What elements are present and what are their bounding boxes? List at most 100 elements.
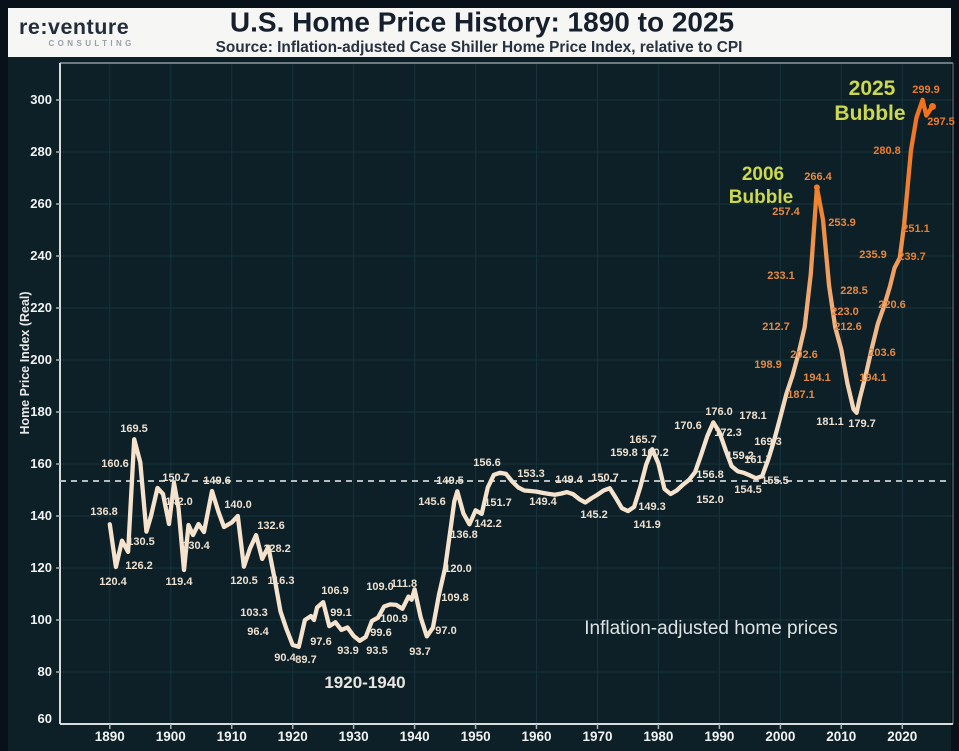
- svg-text:97.0: 97.0: [435, 625, 456, 637]
- svg-text:154.5: 154.5: [734, 484, 762, 496]
- svg-text:240: 240: [30, 248, 52, 263]
- svg-text:160.2: 160.2: [641, 447, 669, 459]
- svg-text:100.9: 100.9: [380, 613, 408, 625]
- svg-text:152.0: 152.0: [696, 494, 724, 506]
- svg-text:257.4: 257.4: [772, 206, 800, 218]
- svg-text:99.6: 99.6: [370, 627, 391, 639]
- svg-text:2010: 2010: [826, 729, 856, 744]
- svg-text:149.6: 149.6: [203, 475, 231, 487]
- svg-text:140.0: 140.0: [224, 499, 252, 511]
- svg-text:90.4: 90.4: [274, 652, 296, 664]
- svg-text:1920-1940: 1920-1940: [324, 673, 405, 692]
- svg-text:200: 200: [30, 352, 52, 367]
- svg-text:U.S. Home Price History: 1890: U.S. Home Price History: 1890 to 2025: [230, 7, 734, 38]
- svg-text:93.5: 93.5: [366, 645, 387, 657]
- svg-text:93.7: 93.7: [409, 646, 430, 658]
- svg-text:203.6: 203.6: [868, 347, 896, 359]
- svg-text:109.8: 109.8: [441, 592, 469, 604]
- svg-text:1920: 1920: [278, 729, 308, 744]
- svg-text:169.5: 169.5: [120, 423, 148, 435]
- svg-text:116.3: 116.3: [268, 575, 295, 587]
- svg-text:128.2: 128.2: [263, 543, 291, 555]
- svg-text:165.7: 165.7: [629, 434, 657, 446]
- svg-text:106.9: 106.9: [321, 585, 349, 597]
- svg-text:266.4: 266.4: [804, 171, 832, 183]
- svg-text:260: 260: [30, 196, 52, 211]
- svg-text:1930: 1930: [339, 729, 369, 744]
- svg-text:228.5: 228.5: [840, 285, 868, 297]
- svg-text:172.3: 172.3: [714, 427, 742, 439]
- svg-text:156.8: 156.8: [696, 469, 724, 481]
- svg-text:60: 60: [38, 711, 52, 726]
- svg-text:89.7: 89.7: [295, 654, 316, 666]
- svg-text:253.9: 253.9: [828, 217, 856, 229]
- svg-text:180: 180: [30, 404, 52, 419]
- svg-text:187.1: 187.1: [787, 389, 815, 401]
- svg-text:1990: 1990: [704, 729, 734, 744]
- svg-text:142.2: 142.2: [474, 518, 502, 530]
- svg-text:Inflation-adjusted home prices: Inflation-adjusted home prices: [584, 618, 837, 639]
- svg-text:126.2: 126.2: [125, 560, 153, 572]
- svg-text:re:venture: re:venture: [19, 15, 129, 39]
- svg-text:220.6: 220.6: [878, 299, 906, 311]
- svg-text:109.0: 109.0: [366, 581, 394, 593]
- svg-text:149.4: 149.4: [529, 496, 557, 508]
- svg-text:280: 280: [30, 144, 52, 159]
- svg-text:170.6: 170.6: [674, 420, 702, 432]
- svg-text:1890: 1890: [95, 729, 125, 744]
- svg-text:2025: 2025: [849, 77, 896, 100]
- svg-text:1950: 1950: [461, 729, 491, 744]
- svg-text:93.9: 93.9: [337, 645, 358, 657]
- svg-text:156.6: 156.6: [473, 457, 501, 469]
- svg-text:145.6: 145.6: [418, 496, 446, 508]
- svg-text:1900: 1900: [156, 729, 186, 744]
- svg-text:198.9: 198.9: [754, 359, 782, 371]
- svg-text:111.8: 111.8: [391, 578, 417, 590]
- svg-text:202.6: 202.6: [790, 349, 818, 361]
- svg-text:CONSULTING: CONSULTING: [49, 39, 135, 48]
- svg-text:120.4: 120.4: [99, 576, 127, 588]
- svg-text:2020: 2020: [887, 729, 917, 744]
- svg-text:80: 80: [38, 664, 52, 679]
- svg-text:235.9: 235.9: [859, 249, 887, 261]
- svg-text:176.0: 176.0: [705, 406, 733, 418]
- svg-text:97.6: 97.6: [310, 636, 331, 648]
- svg-text:Bubble: Bubble: [729, 187, 793, 208]
- svg-text:130.5: 130.5: [127, 536, 155, 548]
- svg-text:1940: 1940: [400, 729, 430, 744]
- svg-text:136.8: 136.8: [450, 529, 478, 541]
- svg-text:297.5: 297.5: [927, 116, 955, 128]
- svg-text:130.4: 130.4: [182, 540, 210, 552]
- svg-text:194.1: 194.1: [803, 372, 831, 384]
- svg-text:181.1: 181.1: [816, 416, 844, 428]
- svg-text:178.1: 178.1: [739, 410, 767, 422]
- svg-text:141.9: 141.9: [633, 519, 661, 531]
- svg-text:153.3: 153.3: [517, 468, 545, 480]
- svg-text:161.7: 161.7: [744, 454, 772, 466]
- svg-text:212.7: 212.7: [762, 321, 790, 333]
- svg-text:299.9: 299.9: [912, 84, 940, 96]
- svg-text:179.7: 179.7: [848, 418, 876, 430]
- svg-text:1970: 1970: [582, 729, 612, 744]
- svg-text:2006: 2006: [742, 164, 784, 185]
- svg-text:132.6: 132.6: [257, 520, 285, 532]
- svg-text:99.1: 99.1: [330, 607, 351, 619]
- svg-text:223.0: 223.0: [831, 306, 859, 318]
- svg-text:159.8: 159.8: [610, 447, 638, 459]
- svg-text:150.7: 150.7: [591, 472, 619, 484]
- svg-text:169.3: 169.3: [754, 436, 782, 448]
- svg-text:150.7: 150.7: [162, 472, 190, 484]
- svg-text:212.6: 212.6: [834, 321, 862, 333]
- svg-text:280.8: 280.8: [873, 145, 901, 157]
- svg-text:1910: 1910: [217, 729, 247, 744]
- svg-text:120.0: 120.0: [444, 563, 472, 575]
- svg-text:160: 160: [30, 456, 52, 471]
- svg-text:142.0: 142.0: [165, 496, 193, 508]
- svg-text:100: 100: [30, 612, 52, 627]
- svg-text:149.4: 149.4: [555, 474, 583, 486]
- svg-text:145.2: 145.2: [580, 509, 608, 521]
- svg-text:136.8: 136.8: [90, 506, 118, 518]
- svg-text:1960: 1960: [521, 729, 551, 744]
- svg-text:Source: Inflation-adjusted Cas: Source: Inflation-adjusted Case Shiller …: [216, 39, 743, 56]
- svg-text:103.3: 103.3: [240, 607, 268, 619]
